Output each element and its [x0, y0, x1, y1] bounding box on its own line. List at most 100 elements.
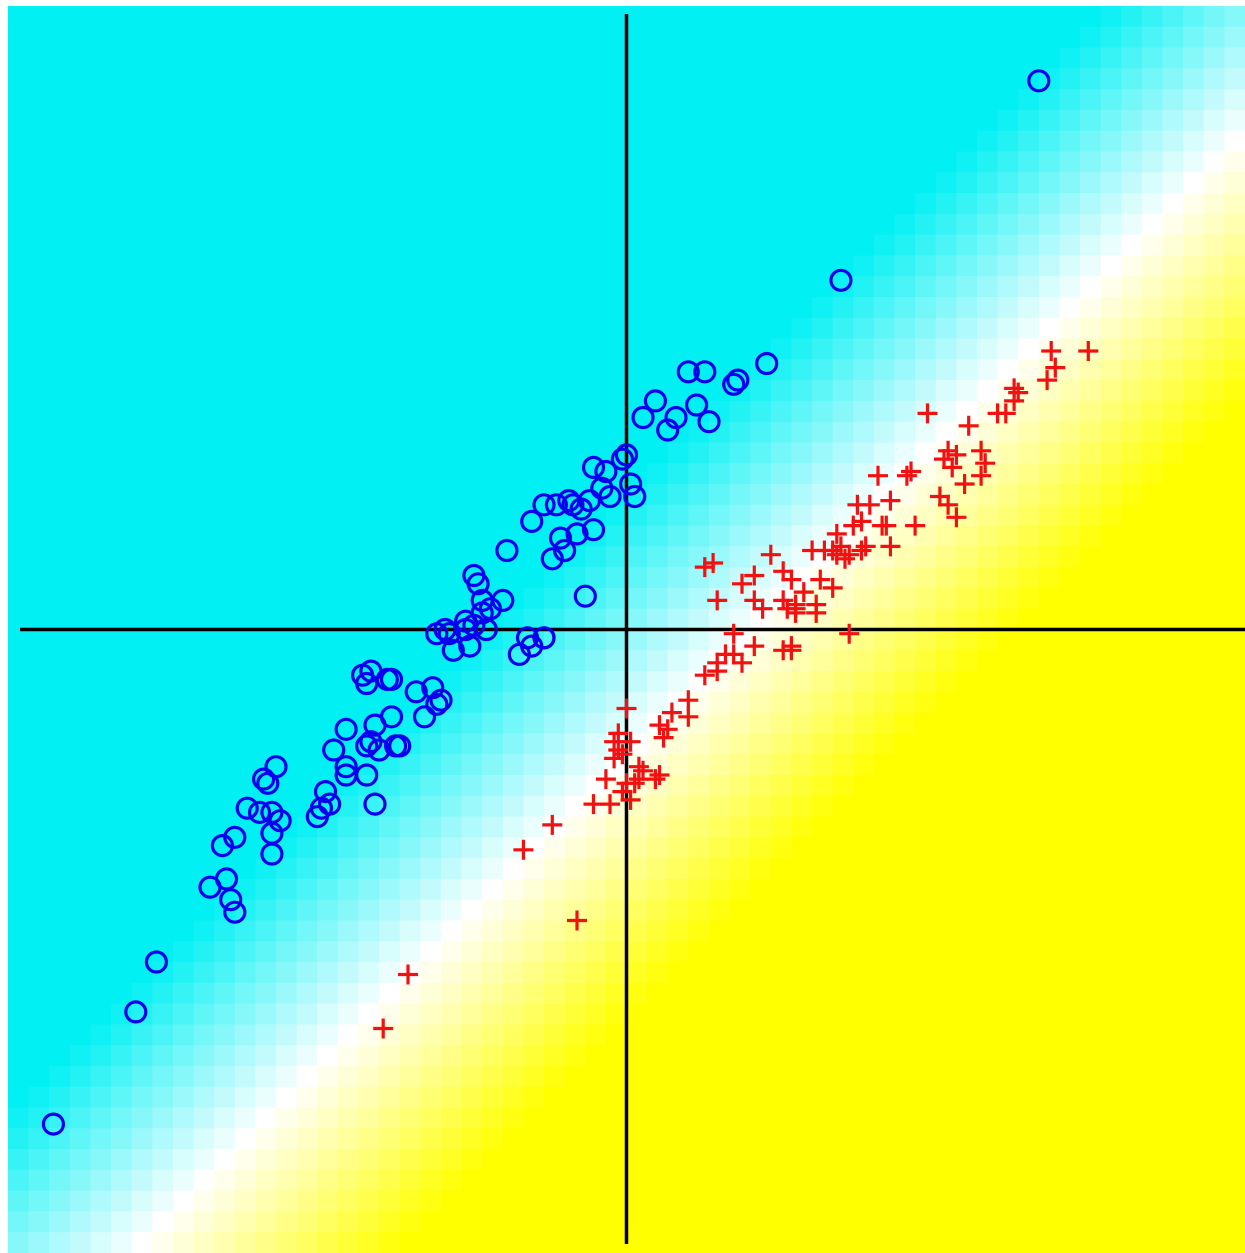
heatmap-cell: [440, 380, 463, 402]
heatmap-cell: [379, 1232, 401, 1253]
heatmap-cell: [1183, 276, 1205, 298]
heatmap-cell: [482, 296, 504, 319]
heatmap-cell: [49, 338, 71, 360]
heatmap-cell: [482, 525, 504, 547]
heatmap-cell: [214, 1024, 236, 1046]
heatmap-cell: [626, 899, 648, 922]
heatmap-cell: [605, 546, 628, 568]
heatmap-cell: [131, 130, 153, 153]
heatmap-cell: [1203, 608, 1225, 631]
heatmap-cell: [647, 567, 669, 589]
heatmap-cell: [647, 962, 669, 984]
heatmap-cell: [544, 276, 566, 298]
heatmap-cell: [214, 26, 236, 49]
heatmap-cell: [1141, 400, 1164, 423]
heatmap-cell: [894, 629, 916, 651]
heatmap-cell: [317, 1232, 339, 1253]
heatmap-cell: [69, 47, 92, 69]
heatmap-cell: [255, 650, 277, 672]
heatmap-cell: [812, 47, 834, 69]
heatmap-cell: [1100, 172, 1122, 194]
plus-point: [901, 461, 921, 482]
heatmap-cell: [873, 1232, 896, 1253]
heatmap-cell: [49, 608, 71, 631]
heatmap-cell: [193, 234, 215, 256]
heatmap-cell: [358, 6, 380, 28]
heatmap-cell: [667, 442, 689, 464]
heatmap-cell: [1038, 172, 1061, 194]
heatmap-cell: [502, 47, 525, 69]
heatmap-cell: [873, 629, 896, 651]
heatmap-cell: [193, 276, 215, 298]
heatmap-cell: [708, 1128, 731, 1150]
heatmap-cell: [8, 89, 30, 111]
circle-point: [334, 755, 358, 779]
heatmap-cell: [502, 338, 525, 360]
heatmap-cell: [708, 712, 731, 735]
heatmap-cell: [28, 172, 50, 194]
heatmap-cell: [193, 608, 215, 631]
heatmap-cell: [482, 504, 504, 527]
heatmap-cell: [296, 608, 318, 631]
heatmap-cell: [1224, 47, 1245, 69]
heatmap-cell: [49, 587, 71, 610]
heatmap-cell: [564, 1045, 586, 1067]
heatmap-cell: [1121, 89, 1143, 111]
heatmap-cell: [708, 109, 731, 132]
plus-point: [971, 465, 992, 486]
heatmap-cell: [276, 1086, 298, 1109]
heatmap-cell: [1141, 837, 1164, 859]
heatmap-cell: [915, 400, 937, 423]
heatmap-cell: [997, 587, 1019, 610]
heatmap-cell: [69, 1232, 92, 1253]
heatmap-cell: [976, 1211, 999, 1233]
heatmap-cell: [193, 338, 215, 360]
heatmap-cell: [337, 400, 360, 423]
heatmap-cell: [935, 546, 957, 568]
heatmap-cell: [337, 26, 360, 49]
heatmap-cell: [69, 858, 92, 880]
heatmap-cell: [49, 400, 71, 423]
heatmap-cell: [255, 1065, 277, 1088]
heatmap-cell: [626, 463, 648, 485]
heatmap-cell: [276, 525, 298, 547]
heatmap-cell: [873, 296, 896, 319]
heatmap-cell: [956, 130, 978, 153]
heatmap-cell: [461, 109, 483, 132]
heatmap-cell: [1162, 317, 1184, 340]
heatmap-cell: [915, 1045, 937, 1067]
heatmap-cell: [420, 338, 442, 360]
heatmap-cell: [667, 587, 689, 610]
circle-point: [693, 360, 717, 384]
heatmap-cell: [8, 130, 30, 153]
heatmap-cell: [688, 941, 710, 963]
heatmap-cell: [976, 629, 999, 651]
heatmap-cell: [420, 296, 442, 319]
heatmap-cell: [667, 941, 689, 963]
heatmap-cell: [564, 1003, 586, 1025]
heatmap-cell: [1038, 608, 1061, 631]
heatmap-cell: [853, 89, 875, 111]
heatmap-cell: [1059, 671, 1081, 693]
heatmap-cell: [379, 276, 401, 298]
heatmap-cell: [832, 712, 854, 735]
heatmap-cell: [420, 504, 442, 527]
heatmap-cell: [770, 1086, 793, 1109]
heatmap-cell: [997, 629, 1019, 651]
heatmap-cell: [708, 816, 731, 838]
heatmap-cell: [1162, 878, 1184, 901]
heatmap-cell: [1080, 89, 1102, 111]
heatmap-cell: [770, 400, 793, 423]
heatmap-cell: [152, 1065, 174, 1088]
heatmap-cell: [90, 795, 112, 818]
heatmap-cell: [317, 608, 339, 631]
heatmap-cell: [337, 442, 360, 464]
heatmap-cell: [255, 920, 277, 942]
heatmap-cell: [90, 1107, 112, 1129]
heatmap-cell: [1018, 89, 1040, 111]
heatmap-cell: [915, 380, 937, 402]
heatmap-cell: [255, 1149, 277, 1171]
heatmap-cell: [1100, 816, 1122, 838]
heatmap-cell: [172, 878, 195, 901]
heatmap-cell: [8, 172, 30, 194]
